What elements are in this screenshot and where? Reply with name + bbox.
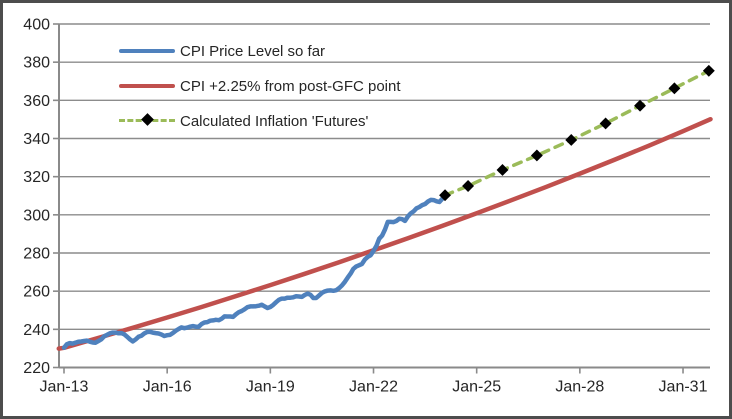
futures-diamond-marker xyxy=(702,64,715,77)
red-line-swatch-icon xyxy=(119,77,175,95)
x-tick-label: Jan-16 xyxy=(143,379,192,396)
y-tick-label: 280 xyxy=(23,246,50,263)
futures-diamond-marker xyxy=(496,164,509,176)
x-tick-label: Jan-31 xyxy=(659,379,708,396)
futures-diamond-marker xyxy=(439,189,451,202)
x-tick-label: Jan-19 xyxy=(246,379,295,396)
y-tick-label: 260 xyxy=(23,284,50,301)
y-tick-label: 320 xyxy=(23,169,50,186)
y-tick-label: 380 xyxy=(23,55,50,72)
futures-diamond-marker xyxy=(668,82,681,95)
legend-label: Calculated Inflation 'Futures' xyxy=(180,112,369,130)
dashed-diamond-swatch-icon xyxy=(119,112,175,130)
y-tick-label: 240 xyxy=(23,322,50,339)
futures-diamond-marker xyxy=(565,134,578,146)
chart-legend: CPI Price Level so far CPI +2.25% from p… xyxy=(119,39,401,144)
x-tick-label: Jan-13 xyxy=(40,379,89,396)
x-tick-label: Jan-28 xyxy=(555,379,604,396)
blue-line-swatch-icon xyxy=(119,42,175,60)
legend-item-cpi-so-far: CPI Price Level so far xyxy=(119,39,401,63)
legend-label: CPI Price Level so far xyxy=(180,42,326,60)
x-tick-label: Jan-25 xyxy=(452,379,501,396)
red-line xyxy=(119,84,175,88)
legend-item-inflation-futures: Calculated Inflation 'Futures' xyxy=(119,109,401,133)
cpi-chart-svg: 220 240 260 280 300 320 340 360 380 400 Jan-13 Jan-… xyxy=(23,17,715,396)
legend-label: CPI +2.25% from post-GFC point xyxy=(180,77,401,95)
y-tick-label: 300 xyxy=(23,207,50,224)
futures-diamond-marker xyxy=(530,149,543,162)
y-tick-label: 340 xyxy=(23,131,50,148)
legend-item-cpi-trend: CPI +2.25% from post-GFC point xyxy=(119,74,401,98)
futures-diamond-marker xyxy=(634,99,646,112)
series-line-0 xyxy=(61,192,448,351)
futures-diamond-marker xyxy=(462,180,475,192)
diamond-marker-icon xyxy=(141,113,154,126)
blue-line xyxy=(119,49,175,53)
x-tick-label: Jan-22 xyxy=(349,379,398,396)
y-tick-label: 360 xyxy=(23,93,50,110)
y-tick-label: 220 xyxy=(23,360,50,377)
y-tick-label: 400 xyxy=(23,17,50,34)
